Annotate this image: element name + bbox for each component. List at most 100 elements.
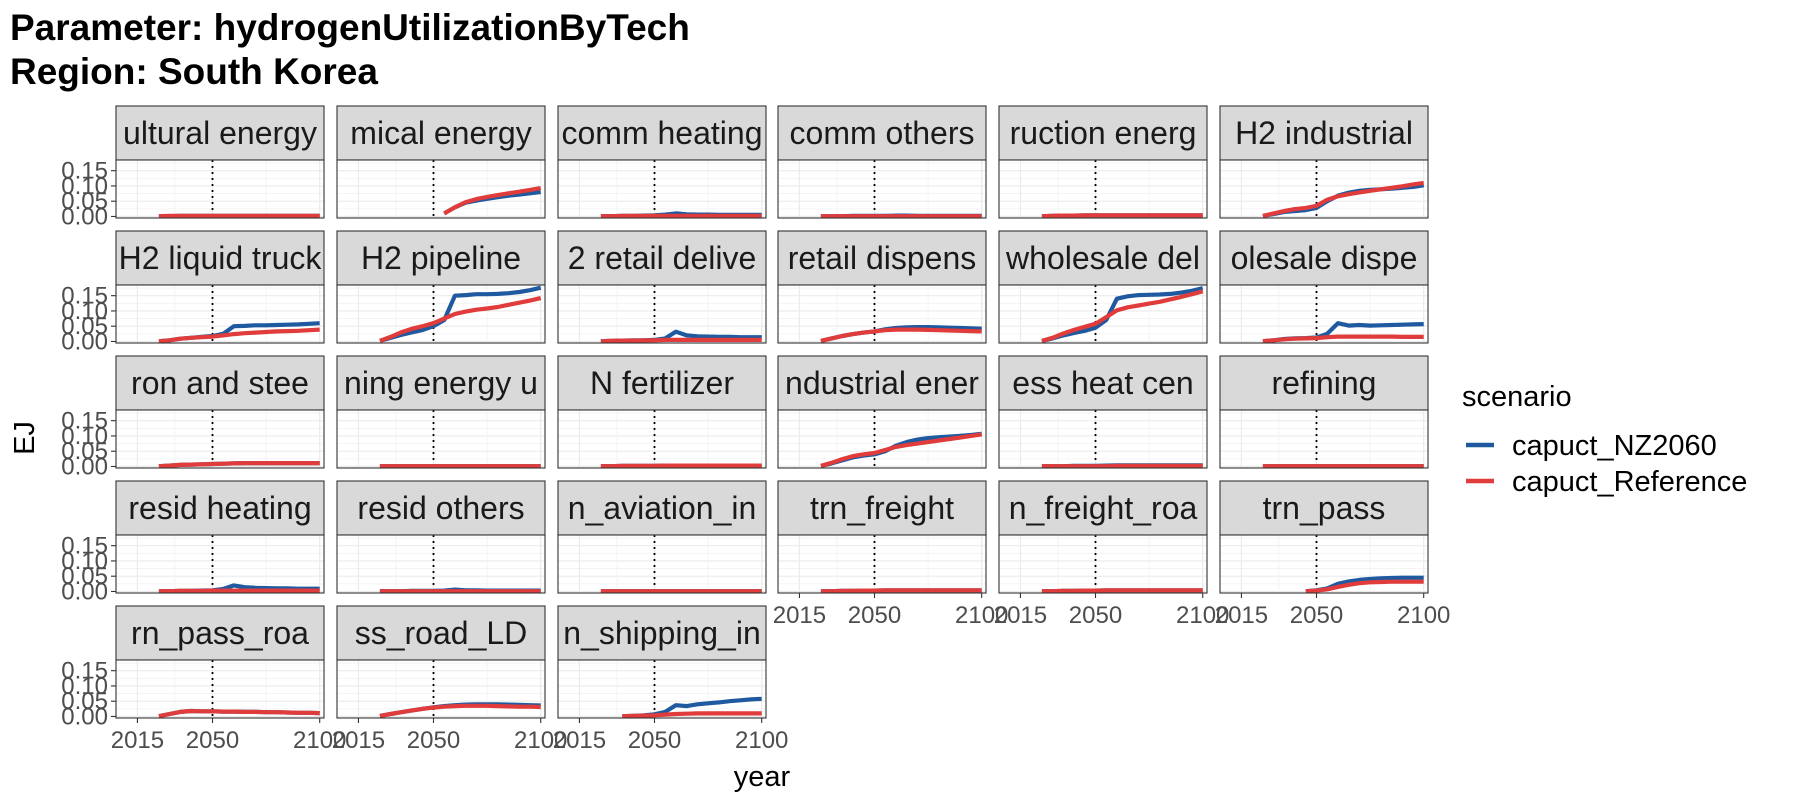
panel-background (1220, 535, 1428, 593)
panel-background (558, 535, 766, 593)
facet-strip-label: olesale dispe (1231, 240, 1418, 276)
y-tick-label: 0.10 (61, 673, 108, 700)
panel-background (116, 160, 324, 218)
facet-strip (777, 230, 987, 286)
series-line-capuct_Reference (158, 588, 320, 593)
panel-background (116, 535, 324, 593)
facet-strip (557, 605, 767, 661)
x-tick-label: 2050 (1069, 602, 1122, 629)
panel-background (337, 160, 545, 218)
panel-border (336, 284, 546, 344)
series-line-capuct_Reference (820, 327, 982, 343)
panel-border (557, 409, 767, 469)
facet-strip-label: n_freight_roa (1009, 490, 1198, 526)
facet-strip-label: n_shipping_in (563, 615, 761, 651)
y-tick-label: 0.05 (61, 313, 108, 340)
facet-strip (1219, 230, 1429, 286)
facet-strip (998, 480, 1208, 536)
panel-border (336, 534, 546, 594)
x-tick-label: 2100 (514, 727, 567, 754)
facet-strip-label: resid others (357, 490, 524, 526)
panel-background (999, 535, 1207, 593)
series-line-capuct_Reference (1041, 213, 1203, 218)
facet-strip-label: comm heating (562, 115, 763, 151)
x-tick-label: 2100 (1176, 602, 1229, 629)
facet-strip (336, 605, 546, 661)
facet-panel: ess heat cen (998, 355, 1208, 469)
y-tick-label: 0.00 (61, 703, 108, 730)
series-line-capuct_Reference (158, 461, 320, 468)
y-tick-label: 0.15 (61, 658, 108, 685)
panel-border (777, 534, 987, 594)
facet-panel: ning energy u (336, 355, 546, 469)
facet-strip (777, 105, 987, 161)
y-tick-label: 0.00 (61, 453, 108, 480)
x-tick-label: 2050 (1290, 602, 1343, 629)
x-tick-label: 2015 (553, 727, 606, 754)
x-tick-label: 2100 (1397, 602, 1450, 629)
x-tick-label: 2050 (628, 727, 681, 754)
facet-strip-label: trn_pass (1263, 490, 1386, 526)
facet-panel: H2 liquid truck (115, 230, 325, 344)
x-tick-label: 2100 (735, 727, 788, 754)
panel-border (998, 409, 1208, 469)
panel-background (116, 410, 324, 468)
x-tick-label: 2015 (111, 727, 164, 754)
facet-panel: wholesale del (998, 230, 1208, 344)
panel-border (557, 659, 767, 719)
facet-strip (336, 105, 546, 161)
panel-border (1219, 409, 1429, 469)
facet-strip-label: ess heat cen (1012, 365, 1193, 401)
y-tick-label: 0.15 (61, 283, 108, 310)
panel-border (998, 534, 1208, 594)
facet-panel: ultural energy (115, 105, 325, 219)
y-tick-label: 0.10 (61, 298, 108, 325)
series-line-capuct_Reference (600, 337, 762, 343)
panel-background (778, 285, 986, 343)
panel-border (115, 409, 325, 469)
x-tick-label: 2015 (332, 727, 385, 754)
facet-panel: mical energy (336, 105, 546, 219)
y-tick-label: 0.10 (61, 173, 108, 200)
facet-panel: H2 pipeline (336, 230, 546, 344)
facet-strip (998, 355, 1208, 411)
facet-strip-label: refining (1272, 365, 1377, 401)
legend-label: capuct_Reference (1512, 466, 1747, 498)
panel-background (558, 660, 766, 718)
panel-background (999, 410, 1207, 468)
x-axis-title: year (734, 761, 791, 793)
y-tick-label: 0.10 (61, 548, 108, 575)
panel-background (337, 535, 545, 593)
panel-border (115, 534, 325, 594)
facet-strip-label: H2 liquid truck (119, 240, 323, 276)
facet-strip-label: resid heating (128, 490, 311, 526)
legend-title: scenario (1462, 381, 1572, 413)
series-line-capuct_Reference (1305, 579, 1424, 593)
facet-strip-label: ndustrial ener (785, 365, 979, 401)
series-line-capuct_Reference (158, 327, 320, 343)
x-tick-label: 2100 (955, 602, 1008, 629)
facet-strip (1219, 355, 1429, 411)
legend: scenario capuct_NZ2060 capuct_Reference (1462, 381, 1747, 498)
y-tick-label: 0.05 (61, 563, 108, 590)
series-line-capuct_Reference (158, 708, 320, 718)
panel-border (777, 409, 987, 469)
facet-strip-label: rn_pass_roa (131, 615, 309, 651)
facet-strip-label: comm others (790, 115, 975, 151)
facet-panel: 2 retail delive (557, 230, 767, 344)
facet-panel: ss_road_LD (336, 605, 546, 719)
facet-panel: ruction energ (998, 105, 1208, 219)
facet-panel: olesale dispe (1219, 230, 1429, 344)
facet-panel: N fertilizer (557, 355, 767, 469)
facet-panel: trn_pass (1219, 480, 1429, 594)
panel-border (336, 409, 546, 469)
facet-panel: ndustrial ener (777, 355, 987, 469)
series-line-capuct_Reference (443, 186, 542, 216)
facet-panels: ultural energy mical energy comm heating co… (115, 105, 1429, 719)
facet-strip (115, 230, 325, 286)
facet-panel: n_aviation_in (557, 480, 767, 594)
y-tick-label: 0.00 (61, 203, 108, 230)
panel-background (778, 160, 986, 218)
facet-strip (1219, 480, 1429, 536)
